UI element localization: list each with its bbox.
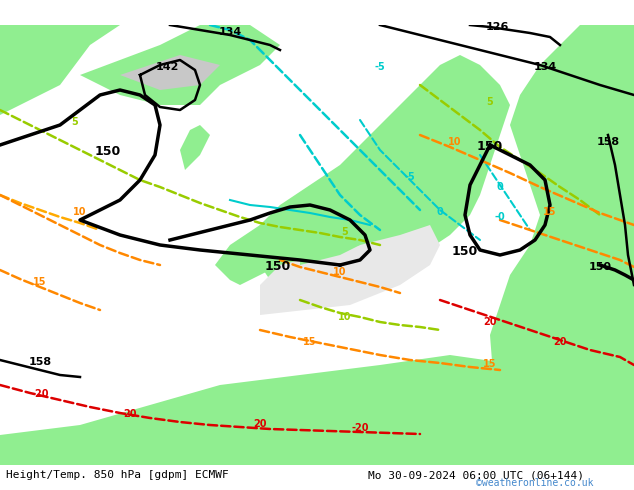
- Polygon shape: [80, 25, 280, 105]
- Text: 15: 15: [33, 277, 47, 287]
- Text: -5: -5: [375, 62, 385, 72]
- Polygon shape: [180, 125, 210, 170]
- Text: 150: 150: [95, 145, 121, 158]
- Text: 5: 5: [72, 117, 79, 127]
- Text: 126: 126: [485, 22, 508, 32]
- Text: 0: 0: [437, 207, 443, 217]
- Polygon shape: [0, 355, 634, 465]
- Text: 0: 0: [496, 182, 503, 192]
- Text: 20: 20: [483, 317, 497, 327]
- Text: 158: 158: [597, 137, 619, 147]
- Text: -5: -5: [404, 172, 415, 182]
- Polygon shape: [0, 25, 120, 115]
- Text: Height/Temp. 850 hPa [gdpm] ECMWF: Height/Temp. 850 hPa [gdpm] ECMWF: [6, 470, 229, 480]
- Text: 5: 5: [487, 97, 493, 107]
- Text: ©weatheronline.co.uk: ©weatheronline.co.uk: [476, 478, 593, 488]
- Polygon shape: [300, 200, 370, 265]
- Text: 15: 15: [483, 359, 497, 369]
- Text: 150: 150: [452, 245, 478, 258]
- Text: 5: 5: [342, 227, 348, 237]
- Text: -0: -0: [495, 212, 505, 222]
- Text: 20: 20: [553, 337, 567, 347]
- Polygon shape: [260, 225, 440, 315]
- Text: 15: 15: [543, 207, 557, 217]
- Text: 150: 150: [588, 262, 612, 272]
- Text: 134: 134: [218, 27, 242, 37]
- Text: 158: 158: [29, 357, 51, 367]
- Polygon shape: [120, 55, 220, 90]
- Text: Mo 30-09-2024 06:00 UTC (06+144): Mo 30-09-2024 06:00 UTC (06+144): [368, 470, 584, 480]
- Text: 20: 20: [253, 419, 267, 429]
- Text: -20: -20: [351, 423, 369, 433]
- Text: 142: 142: [155, 62, 179, 72]
- Polygon shape: [250, 55, 510, 295]
- Text: 150: 150: [477, 140, 503, 153]
- Text: -20: -20: [31, 389, 49, 399]
- Text: 20: 20: [123, 409, 137, 419]
- Text: 150: 150: [265, 260, 291, 273]
- Text: 15: 15: [303, 337, 317, 347]
- Text: 10: 10: [333, 267, 347, 277]
- Text: 10: 10: [74, 207, 87, 217]
- Text: 134: 134: [533, 62, 557, 72]
- Polygon shape: [215, 145, 450, 285]
- Polygon shape: [490, 25, 634, 465]
- Text: 10: 10: [339, 312, 352, 322]
- Text: 10: 10: [448, 137, 462, 147]
